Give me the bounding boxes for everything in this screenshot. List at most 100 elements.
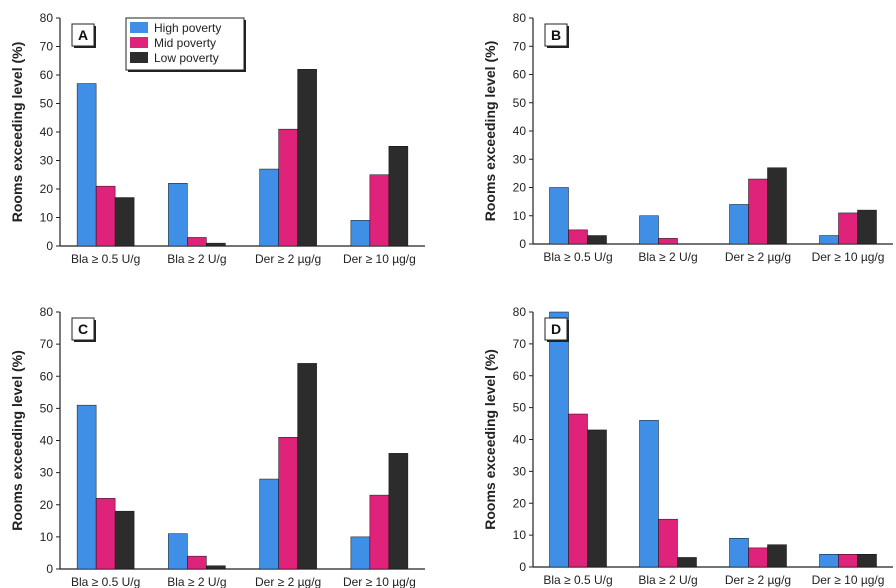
y-axis-label: Rooms exceeding level (%) [482, 349, 498, 530]
bar-b-c3-s1 [838, 212, 858, 245]
bar-a-c3-s1 [369, 174, 390, 247]
bar-b-c3-s2 [857, 209, 877, 245]
bar-b-c2-s2 [767, 167, 787, 245]
panel-d: 0 10 20 30 40 50 60 70 80 Rooms exceeding level (… [482, 305, 893, 587]
y-tick-label: 80 [513, 305, 527, 319]
y-tick-label: 40 [513, 124, 527, 138]
y-axis-label: Rooms exceeding level (%) [482, 41, 498, 222]
bar-a-c1-s1 [187, 237, 207, 247]
legend-entry: Mid poverty [154, 36, 216, 50]
legend-swatch-0 [130, 22, 148, 33]
bar-c-c1-s0 [168, 533, 188, 570]
bar-c-c2-s1 [278, 437, 298, 570]
bar-d-c1-s0 [639, 420, 659, 568]
x-category-label: Bla ≥ 0.5 U/g [71, 252, 140, 266]
y-tick-label: 50 [513, 401, 527, 415]
y-tick-label: 0 [46, 562, 53, 576]
panel-label: B [551, 27, 561, 43]
y-tick-label: 70 [513, 39, 527, 53]
y-tick-label: 50 [40, 97, 54, 111]
y-tick-label: 30 [40, 466, 54, 480]
y-tick-label: 60 [40, 369, 54, 383]
y-tick-label: 30 [40, 154, 54, 168]
x-category-label: Bla ≥ 2 U/g [638, 573, 697, 587]
y-tick-label: 10 [40, 530, 54, 544]
y-tick-label: 20 [40, 182, 54, 196]
y-tick-label: 10 [40, 211, 54, 225]
bar-a-c2-s2 [297, 69, 317, 247]
x-category-label: Der ≥ 10 µg/g [812, 573, 885, 587]
legend-entry: High poverty [154, 21, 221, 35]
bar-a-c0-s1 [95, 185, 116, 247]
bar-d-c3-s1 [838, 554, 858, 568]
bar-b-c1-s1 [658, 238, 678, 245]
y-tick-label: 40 [40, 434, 54, 448]
legend-entry: Low poverty [154, 51, 219, 65]
y-tick-label: 60 [40, 68, 54, 82]
y-tick-label: 20 [40, 498, 54, 512]
bar-c-c0-s1 [95, 498, 116, 570]
bar-d-c2-s1 [748, 547, 768, 568]
panel-a: 0 10 20 30 40 50 60 70 80 Rooms exceeding level (… [9, 11, 425, 266]
bar-a-c0-s0 [76, 83, 97, 247]
panel-b: 0 10 20 30 40 50 60 70 80 Rooms exceeding level (… [482, 11, 893, 264]
bar-b-c0-s2 [587, 235, 607, 245]
bar-c-c0-s0 [76, 404, 97, 570]
bar-c-c2-s2 [297, 363, 317, 570]
y-tick-label: 0 [519, 237, 526, 251]
bar-c-c3-s2 [388, 453, 409, 570]
y-axis-label: Rooms exceeding level (%) [9, 42, 25, 223]
bar-c-c2-s0 [259, 478, 279, 570]
y-tick-label: 30 [513, 152, 527, 166]
panel-label-box [71, 23, 95, 47]
bar-b-c1-s0 [639, 215, 659, 245]
bar-d-c2-s2 [767, 544, 787, 568]
x-category-label: Der ≥ 10 µg/g [343, 575, 416, 588]
bar-a-c1-s2 [206, 242, 226, 247]
legend-swatch-2 [130, 52, 148, 63]
panel-label: D [551, 321, 561, 337]
bar-a-c0-s2 [114, 197, 135, 247]
bar-b-c2-s1 [748, 178, 768, 245]
y-tick-label: 60 [513, 68, 527, 82]
bar-a-c3-s2 [388, 146, 409, 247]
bar-d-c0-s0 [549, 311, 569, 568]
panel-label-box [544, 23, 568, 47]
y-tick-label: 80 [40, 11, 54, 25]
bar-d-c1-s1 [658, 518, 678, 568]
x-category-label: Bla ≥ 0.5 U/g [543, 250, 612, 264]
y-tick-label: 50 [40, 401, 54, 415]
bar-d-c0-s1 [568, 413, 588, 568]
bar-b-c2-s0 [729, 204, 749, 245]
y-tick-label: 10 [513, 209, 527, 223]
x-category-label: Bla ≥ 2 U/g [167, 252, 226, 266]
bar-a-c2-s0 [259, 168, 279, 247]
x-category-label: Der ≥ 10 µg/g [812, 250, 885, 264]
bar-c-c1-s2 [206, 565, 226, 570]
y-tick-label: 20 [513, 181, 527, 195]
y-tick-label: 40 [40, 125, 54, 139]
x-category-label: Bla ≥ 0.5 U/g [71, 575, 140, 588]
y-tick-label: 20 [513, 496, 527, 510]
bar-c-c3-s1 [369, 494, 390, 570]
x-category-label: Der ≥ 2 µg/g [725, 250, 791, 264]
bar-c-c0-s2 [114, 510, 135, 570]
x-category-label: Bla ≥ 0.5 U/g [543, 573, 612, 587]
x-category-label: Der ≥ 10 µg/g [343, 252, 416, 266]
bar-a-c3-s0 [350, 220, 371, 247]
bar-b-c0-s0 [549, 187, 569, 245]
x-category-label: Bla ≥ 2 U/g [638, 250, 697, 264]
y-tick-label: 40 [513, 433, 527, 447]
bar-c-c3-s0 [350, 536, 371, 570]
bar-b-c3-s0 [819, 235, 839, 245]
y-tick-label: 70 [40, 337, 54, 351]
panel-label-box [544, 317, 568, 341]
y-tick-label: 0 [46, 239, 53, 253]
legend-swatch-1 [130, 37, 148, 48]
y-tick-label: 80 [40, 305, 54, 319]
x-category-label: Der ≥ 2 µg/g [255, 575, 321, 588]
bar-a-c1-s0 [168, 183, 188, 247]
bar-b-c0-s1 [568, 229, 588, 245]
bar-d-c3-s0 [819, 554, 839, 568]
